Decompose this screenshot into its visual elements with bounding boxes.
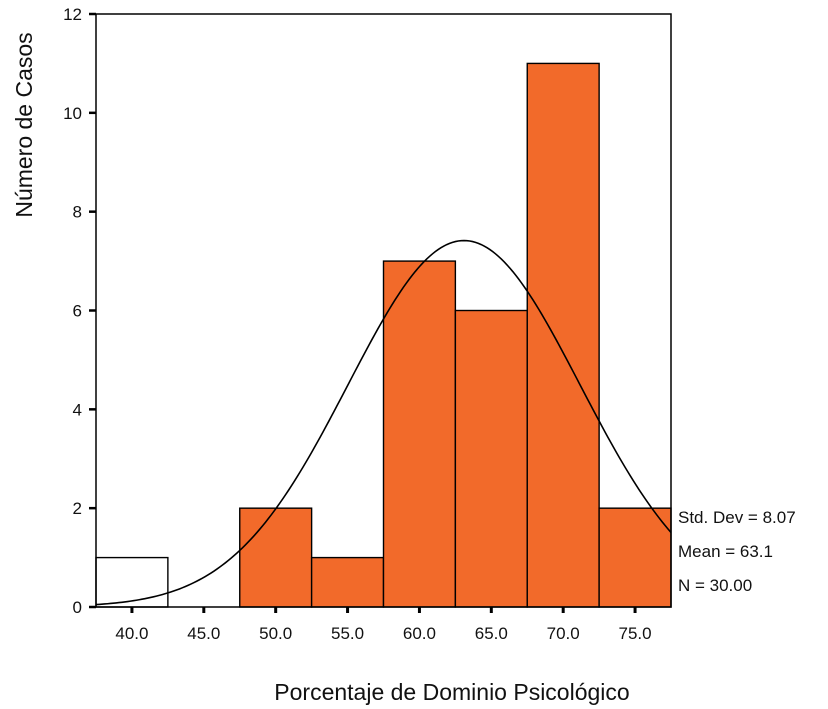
histogram-bar — [239, 507, 313, 608]
x-axis-title: Porcentaje de Dominio Psicológico — [274, 679, 629, 705]
x-tick-label: 45.0 — [187, 624, 220, 643]
y-axis: 0 2 4 6 8 10 12 — [63, 5, 96, 617]
normal-curve — [95, 239, 672, 606]
histogram-bar — [598, 507, 672, 608]
x-tick-label: 70.0 — [547, 624, 580, 643]
y-axis-title: Número de Casos — [11, 32, 37, 217]
histogram-bar — [310, 556, 385, 608]
x-tick-label: 65.0 — [475, 624, 508, 643]
histogram-bar — [382, 260, 457, 608]
x-tick-label: 75.0 — [619, 624, 652, 643]
y-tick-label: 10 — [63, 104, 82, 123]
x-tick-label: 60.0 — [403, 624, 436, 643]
bars-group — [95, 62, 672, 608]
stats-mean: Mean = 63.1 — [678, 542, 773, 561]
y-tick-label: 6 — [73, 302, 82, 321]
y-tick-label: 2 — [73, 499, 82, 518]
y-tick-label: 12 — [63, 5, 82, 24]
histogram-bar — [454, 309, 528, 608]
x-tick-label: 40.0 — [115, 624, 148, 643]
stats-n: N = 30.00 — [678, 576, 752, 595]
y-tick-label: 4 — [73, 400, 82, 419]
x-tick-label: 55.0 — [331, 624, 364, 643]
histogram-bar — [95, 556, 169, 608]
x-axis: 40.0 45.0 50.0 55.0 60.0 65.0 70.0 75.0 — [115, 607, 652, 643]
y-tick-label: 0 — [73, 598, 82, 617]
histogram-bar — [526, 62, 600, 608]
y-tick-label: 8 — [73, 203, 82, 222]
stats-std-dev: Std. Dev = 8.07 — [678, 508, 796, 527]
x-tick-label: 50.0 — [259, 624, 292, 643]
